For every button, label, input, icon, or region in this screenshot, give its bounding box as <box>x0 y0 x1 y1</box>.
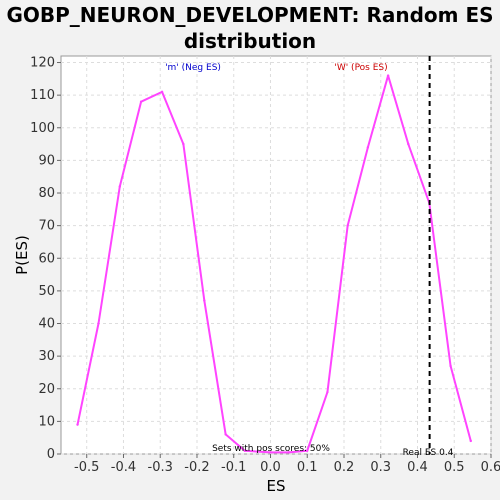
data-point <box>119 185 121 187</box>
plot-area <box>61 56 491 454</box>
y-tick-label: 60 <box>38 251 55 266</box>
pos-es-label: 'W' (Pos ES) <box>334 63 387 73</box>
x-tick-label: -0.1 <box>221 460 246 475</box>
data-point <box>140 100 142 102</box>
x-tick-label: 0.2 <box>334 460 355 475</box>
y-tick-label: 100 <box>30 121 55 136</box>
y-tick-label: 120 <box>30 56 55 71</box>
y-tick-label: 40 <box>38 317 55 332</box>
y-tick-label: 90 <box>38 153 55 168</box>
data-point <box>470 440 472 442</box>
x-tick-label: -0.2 <box>184 460 209 475</box>
y-tick-label: 110 <box>30 88 55 103</box>
data-point <box>224 433 226 435</box>
sets-pos-scores-label: Sets with pos scores: 50% <box>212 444 330 454</box>
data-point <box>407 143 409 145</box>
x-tick-label: 0.4 <box>407 460 428 475</box>
x-tick-label: 0.6 <box>481 460 500 475</box>
y-axis-title: P(ES) <box>13 235 31 275</box>
x-tick-label: -0.4 <box>111 460 136 475</box>
y-tick-label: 20 <box>38 382 55 397</box>
data-point <box>367 146 369 148</box>
y-tick-label: 30 <box>38 349 55 364</box>
data-point <box>449 365 451 367</box>
x-axis-title: ES <box>267 477 286 495</box>
x-tick-label: -0.3 <box>148 460 173 475</box>
real-es-label: Real ES 0.4 <box>403 448 454 458</box>
x-tick-label: 0.3 <box>370 460 391 475</box>
y-tick-label: 10 <box>38 414 55 429</box>
y-tick-label: 80 <box>38 186 55 201</box>
data-point <box>97 322 99 324</box>
y-tick-label: 0 <box>47 447 55 462</box>
x-tick-label: 0.1 <box>297 460 318 475</box>
y-axis: 0 10 20 30 40 50 60 70 80 90 100 110 120 <box>30 56 61 462</box>
x-tick-label: 0.5 <box>444 460 465 475</box>
x-tick-label: 0.0 <box>260 460 281 475</box>
data-point <box>387 74 389 76</box>
data-point <box>346 224 348 226</box>
data-point <box>203 299 205 301</box>
data-point <box>161 91 163 93</box>
x-tick-label: -0.5 <box>74 460 99 475</box>
data-point <box>76 423 78 425</box>
data-point <box>326 391 328 393</box>
y-tick-label: 70 <box>38 219 55 234</box>
y-tick-label: 50 <box>38 284 55 299</box>
neg-es-label: 'm' (Neg ES) <box>165 63 221 73</box>
data-point <box>182 143 184 145</box>
